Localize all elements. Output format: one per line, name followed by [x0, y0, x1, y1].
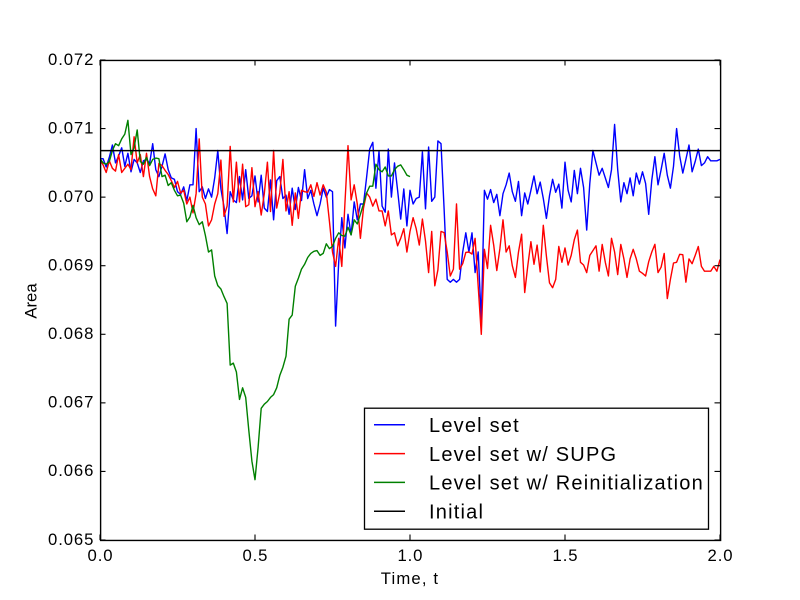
svg-text:0.072: 0.072	[48, 50, 94, 69]
svg-text:0.068: 0.068	[48, 324, 94, 343]
svg-text:Level set w/ SUPG: Level set w/ SUPG	[429, 444, 617, 466]
svg-text:0.070: 0.070	[48, 187, 94, 206]
svg-text:2.0: 2.0	[708, 546, 734, 565]
svg-text:Time, t: Time, t	[381, 569, 439, 588]
svg-text:0.5: 0.5	[242, 546, 268, 565]
svg-text:0.071: 0.071	[48, 118, 94, 137]
svg-text:Level set: Level set	[429, 415, 520, 437]
svg-text:Level set w/ Reinitialization: Level set w/ Reinitialization	[429, 473, 704, 495]
svg-text:1.0: 1.0	[397, 546, 423, 565]
svg-text:Area: Area	[21, 283, 40, 319]
svg-text:0.067: 0.067	[48, 393, 94, 412]
svg-text:0.065: 0.065	[48, 530, 94, 549]
svg-text:0.069: 0.069	[48, 256, 94, 275]
svg-text:0.0: 0.0	[88, 546, 114, 565]
svg-text:Initial: Initial	[429, 501, 484, 523]
svg-text:0.066: 0.066	[48, 461, 94, 480]
svg-text:1.5: 1.5	[553, 546, 579, 565]
